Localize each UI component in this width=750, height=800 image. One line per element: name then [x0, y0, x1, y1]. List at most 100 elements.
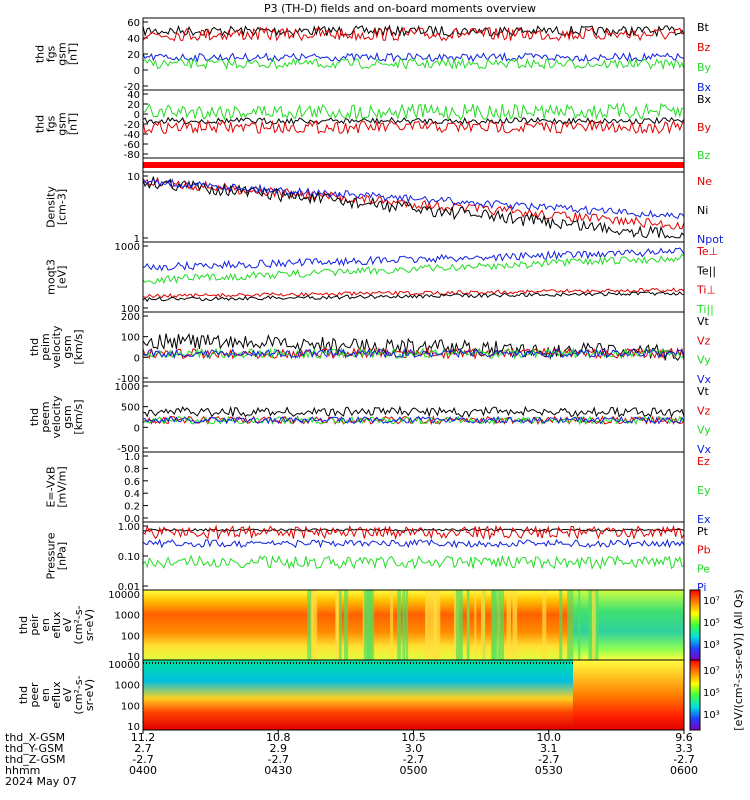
tick-label-density: 1: [134, 234, 140, 245]
legend-vi: Vt: [697, 315, 710, 328]
ion-streak: [397, 590, 401, 660]
legend-fgs_gse: Bx: [697, 93, 712, 106]
series-vi-blue: [142, 348, 685, 359]
ylabel-peer: sr-eV): [83, 679, 96, 711]
ion-streak: [307, 590, 312, 660]
xaxis-value-y: 3.1: [540, 742, 558, 755]
ylabel-peir: sr-eV): [83, 609, 96, 641]
tick-label-fgs_gse: -40: [124, 130, 140, 141]
xaxis-value-x: 10.0: [537, 731, 562, 744]
ylabel-vi: gsm: [61, 335, 74, 358]
chart-title: P3 (TH-D) fields and on-board moments ov…: [264, 2, 536, 15]
panel-frame-temp: [142, 241, 685, 313]
series-pressure-red: [142, 524, 685, 541]
xaxis-value-t: 0400: [129, 764, 157, 777]
colorbar-tick: 10⁷: [703, 596, 720, 607]
ylabel-peer: (cm²-s-: [72, 675, 85, 714]
series-fgs-green: [142, 57, 685, 71]
ylabel-peir: (cm²-s-: [72, 605, 85, 644]
ion-streak: [426, 590, 432, 660]
legend-ve: Vy: [697, 424, 711, 437]
ion-streak: [424, 590, 428, 660]
ion-streak: [512, 590, 518, 660]
ylabel-fgs_gse: gsm: [56, 112, 69, 135]
ylabel-fgs: [nT]: [67, 43, 80, 65]
xaxis-row-label: hhmm: [5, 764, 40, 777]
ylabel-peer: eV: [61, 687, 74, 702]
tick-label-fgs_gse: -80: [124, 150, 140, 161]
series-vi-black: [142, 333, 685, 362]
ion-streak: [339, 590, 342, 660]
legend-ve: Vz: [697, 404, 711, 417]
tick-label-pressure: 0.01: [118, 582, 140, 593]
panel-frame-efield: [142, 451, 685, 523]
legend-vi: Vx: [697, 373, 712, 386]
tick-label-vi: 0: [134, 353, 140, 364]
tick-label-fgs: 60: [127, 18, 140, 29]
tick-label-fgs_gse: 0: [134, 110, 140, 121]
mode-bar: [143, 162, 684, 168]
tick-label-temp: 1000: [115, 242, 140, 253]
ion-streak: [431, 590, 435, 660]
legend-fgs_gse: Bz: [697, 149, 711, 162]
xaxis-value-z: -2.7: [132, 753, 153, 766]
ion-streak: [474, 590, 477, 660]
xaxis-row-label: thd_Z-GSM: [5, 753, 65, 766]
tick-label-vi: -100: [117, 374, 140, 385]
legend-fgs: Bt: [697, 21, 710, 34]
tick-label-ve: 0: [134, 423, 140, 434]
electron-spectrogram-late: [573, 660, 684, 730]
ylabel-density: Density: [45, 186, 58, 228]
tick-label-peir: 10: [127, 652, 140, 663]
xaxis-value-t: 0530: [535, 764, 563, 777]
tick-label-pressure: 0.10: [118, 552, 140, 563]
legend-fgs: By: [697, 61, 712, 74]
xaxis-value-t: 0600: [670, 764, 698, 777]
colorbar-1: [689, 659, 701, 731]
ion-streak: [433, 590, 438, 660]
ylabel-peir: en: [39, 618, 52, 632]
legend-ve: Vt: [697, 385, 710, 398]
legend-pressure: Pb: [697, 544, 711, 557]
tick-label-peir: 1000: [115, 611, 140, 622]
xaxis-value-y: 2.9: [270, 742, 288, 755]
electron-spectrogram: [143, 660, 573, 730]
xaxis-value-y: 3.0: [405, 742, 423, 755]
xaxis-value-t: 0500: [400, 764, 428, 777]
ion-streak: [567, 590, 574, 660]
series-temp-green: [142, 253, 685, 285]
legend-density: Ni: [697, 204, 708, 217]
ion-streak: [578, 590, 581, 660]
series-pressure-blue: [142, 538, 685, 549]
ion-streak: [390, 590, 394, 660]
legend-fgs: Bz: [697, 41, 711, 54]
tick-label-efield: 0.4: [124, 489, 140, 500]
ylabel-peer: peer: [28, 682, 41, 708]
colorbar-tick: 10³: [703, 710, 720, 721]
ion-streak: [405, 590, 409, 660]
colorbar-tick: 10⁵: [703, 688, 720, 699]
ylabel-ve: peem: [39, 401, 52, 432]
series-temp-blue: [142, 247, 685, 272]
tick-label-fgs_gse: -20: [124, 120, 140, 131]
ylabel-peir: eflux: [50, 611, 63, 639]
ylabel-vi: thd: [28, 338, 41, 356]
legend-pressure: Pt: [697, 525, 709, 538]
ylabel-fgs_gse: fgs: [45, 115, 58, 132]
legend-temp: Te||: [696, 264, 716, 277]
ylabel-density: [cm-3]: [56, 189, 69, 225]
legend-efield: Ey: [697, 484, 711, 497]
ion-streak: [344, 590, 349, 660]
xaxis-value-z: -2.7: [673, 753, 694, 766]
ion-streak: [497, 590, 505, 660]
xaxis-value-x: 11.2: [131, 731, 156, 744]
ylabel-peir: peir: [28, 614, 41, 636]
legend-ve: Vx: [697, 443, 712, 456]
tick-label-ve: -500: [117, 444, 140, 455]
tick-label-peer: 100: [121, 701, 140, 712]
xaxis-value-x: 10.8: [266, 731, 291, 744]
xaxis-value-x: 9.6: [675, 731, 693, 744]
ylabel-efield: E=-VxB: [45, 466, 58, 507]
ion-streak: [362, 590, 365, 660]
colorbar-tick: 10⁵: [703, 618, 720, 629]
